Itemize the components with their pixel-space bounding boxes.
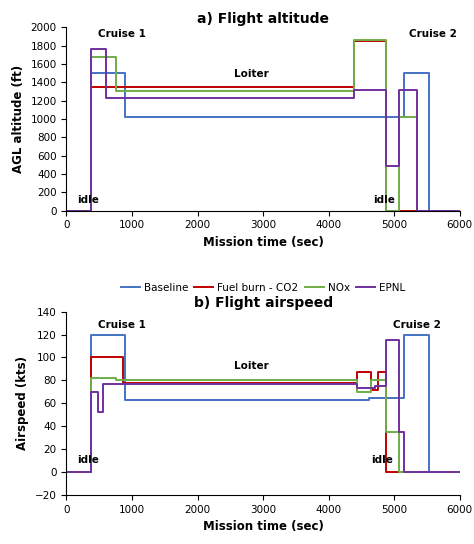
Title: b) Flight airspeed: b) Flight airspeed xyxy=(193,296,333,311)
Text: Cruise 2: Cruise 2 xyxy=(409,29,456,39)
Title: a) Flight altitude: a) Flight altitude xyxy=(197,12,329,26)
Y-axis label: Airspeed (kts): Airspeed (kts) xyxy=(16,356,29,450)
Text: Cruise 2: Cruise 2 xyxy=(393,320,441,330)
Text: idle: idle xyxy=(371,455,393,465)
X-axis label: Mission time (sec): Mission time (sec) xyxy=(202,520,324,533)
Text: Loiter: Loiter xyxy=(234,361,268,371)
X-axis label: Mission time (sec): Mission time (sec) xyxy=(202,236,324,249)
Text: idle: idle xyxy=(78,455,100,465)
Legend: Baseline, Fuel burn - CO2, NOx, EPNL: Baseline, Fuel burn - CO2, NOx, EPNL xyxy=(117,279,410,297)
Text: Cruise 1: Cruise 1 xyxy=(99,29,146,39)
Y-axis label: AGL altitude (ft): AGL altitude (ft) xyxy=(12,65,25,173)
Text: idle: idle xyxy=(78,195,100,205)
Text: Loiter: Loiter xyxy=(234,70,268,79)
Text: Cruise 1: Cruise 1 xyxy=(99,320,146,330)
Text: idle: idle xyxy=(373,195,395,205)
